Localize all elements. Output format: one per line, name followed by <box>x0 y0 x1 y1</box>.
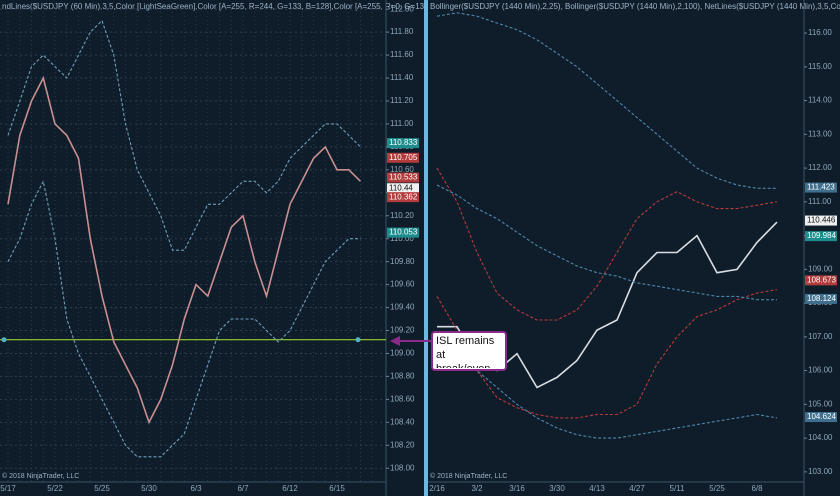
price-marker-label: 110.053 <box>389 228 418 237</box>
x-tick-label: 3/2 <box>471 484 483 493</box>
y-tick-label: 111.80 <box>390 27 414 36</box>
price-marker <box>805 275 837 286</box>
y-tick-label: 109.20 <box>390 326 415 335</box>
y-tick-label: 111.00 <box>808 197 832 206</box>
y-tick-label: 108.40 <box>390 417 415 426</box>
x-tick-label: 3/16 <box>509 484 525 493</box>
y-tick-label: 110.00 <box>390 234 414 243</box>
price-marker <box>387 152 419 163</box>
price-marker-label: 111.423 <box>807 183 835 192</box>
price-marker <box>805 215 837 226</box>
price-marker-label: 108.124 <box>807 294 836 303</box>
x-tick-label: 5/25 <box>709 484 725 493</box>
price-marker-label: 110.533 <box>389 173 418 182</box>
x-tick-label: 4/13 <box>589 484 605 493</box>
y-tick-label: 106.00 <box>808 366 833 375</box>
y-tick-label: 109.60 <box>390 280 415 289</box>
price-marker-label: 108.673 <box>807 275 836 284</box>
x-tick-label: 6/15 <box>329 484 345 493</box>
x-tick-label: 3/30 <box>549 484 565 493</box>
y-tick-label: 116.00 <box>808 28 832 37</box>
band-line <box>436 12 777 189</box>
y-tick-label: 104.00 <box>808 433 833 442</box>
price-marker <box>387 183 419 194</box>
band-line <box>7 179 361 458</box>
y-tick-label: 105.00 <box>808 399 833 408</box>
band-line <box>436 184 777 301</box>
x-tick-label: 5/17 <box>0 484 16 493</box>
arrow-head <box>390 336 400 346</box>
price-marker-label: 110.705 <box>389 153 418 162</box>
chart-header: ndLines($USDJPY (60 Min),3,5,Color [Ligh… <box>2 2 431 11</box>
y-tick-label: 113.00 <box>808 129 832 138</box>
x-tick-label: 5/22 <box>47 484 63 493</box>
price-marker-label: 110.833 <box>389 138 418 147</box>
right-chart: Bollinger($USDJPY (1440 Min),2,25), Boll… <box>428 0 840 496</box>
price-marker-label: 104.624 <box>807 412 836 421</box>
price-marker-label: 110.362 <box>389 192 418 201</box>
price-marker <box>805 412 837 423</box>
price-marker <box>805 293 837 304</box>
band-line <box>436 343 778 439</box>
y-tick-label: 115.00 <box>808 62 832 71</box>
annotation-box <box>431 331 507 371</box>
price-marker-label: 109.984 <box>807 231 836 240</box>
y-tick-label: 108.80 <box>390 372 415 381</box>
price-marker <box>805 231 837 242</box>
band-line <box>7 19 361 251</box>
x-tick-label: 4/27 <box>629 484 645 493</box>
y-tick-label: 111.00 <box>390 119 414 128</box>
y-tick-label: 109.40 <box>390 303 415 312</box>
x-tick-label: 5/30 <box>141 484 157 493</box>
x-tick-label: 6/8 <box>751 484 763 493</box>
isl-handle <box>1 337 7 343</box>
copyright: © 2018 NinjaTrader, LLC <box>430 472 507 480</box>
left-chart: ndLines($USDJPY (60 Min),3,5,Color [Ligh… <box>0 0 431 496</box>
y-tick-label: 112.00 <box>390 4 414 13</box>
price-marker <box>387 138 419 149</box>
x-tick-label: 6/7 <box>237 484 249 493</box>
y-tick-label: 111.40 <box>390 73 414 82</box>
price-marker-label: 110.44 <box>389 183 413 192</box>
annotation-text-wrap: ISL remains at break/even. <box>436 335 495 368</box>
y-tick-label: 108.00 <box>390 463 415 472</box>
x-tick-label: 5/11 <box>670 484 686 493</box>
annotation-text: ISL remains at break/even. <box>436 335 495 368</box>
y-tick-label: 107.00 <box>808 332 833 341</box>
y-tick-label: 114.00 <box>808 96 832 105</box>
x-tick-label: 6/3 <box>190 484 202 493</box>
y-tick-label: 112.00 <box>808 163 832 172</box>
price-marker-label: 110.446 <box>807 216 836 225</box>
y-tick-label: 103.00 <box>808 467 833 476</box>
band-line <box>436 289 778 419</box>
price-marker <box>805 182 837 193</box>
y-tick-label: 109.80 <box>390 257 415 266</box>
y-tick-label: 110.60 <box>390 165 414 174</box>
price-line <box>7 75 362 425</box>
price-marker <box>387 227 419 238</box>
y-tick-label: 108.60 <box>390 394 415 403</box>
x-tick-label: 2/16 <box>429 484 445 493</box>
y-tick-label: 108.20 <box>390 440 415 449</box>
x-tick-label: 5/25 <box>94 484 110 493</box>
y-tick-label: 109.00 <box>390 349 415 358</box>
y-tick-label: 109.00 <box>808 264 833 273</box>
panel-divider <box>424 0 428 496</box>
y-tick-label: 111.60 <box>390 50 414 59</box>
price-marker <box>387 192 419 203</box>
isl-handle <box>355 337 361 343</box>
copyright: © 2018 NinjaTrader, LLC <box>2 472 79 480</box>
band-line <box>436 167 778 321</box>
chart-header: Bollinger($USDJPY (1440 Min),2,25), Boll… <box>430 2 840 11</box>
annotation: ISL remains at break/even. <box>390 331 507 371</box>
x-tick-label: 6/12 <box>282 484 298 493</box>
price-marker <box>387 172 419 183</box>
y-tick-label: 110.20 <box>390 211 414 220</box>
y-tick-label: 111.20 <box>390 96 414 105</box>
